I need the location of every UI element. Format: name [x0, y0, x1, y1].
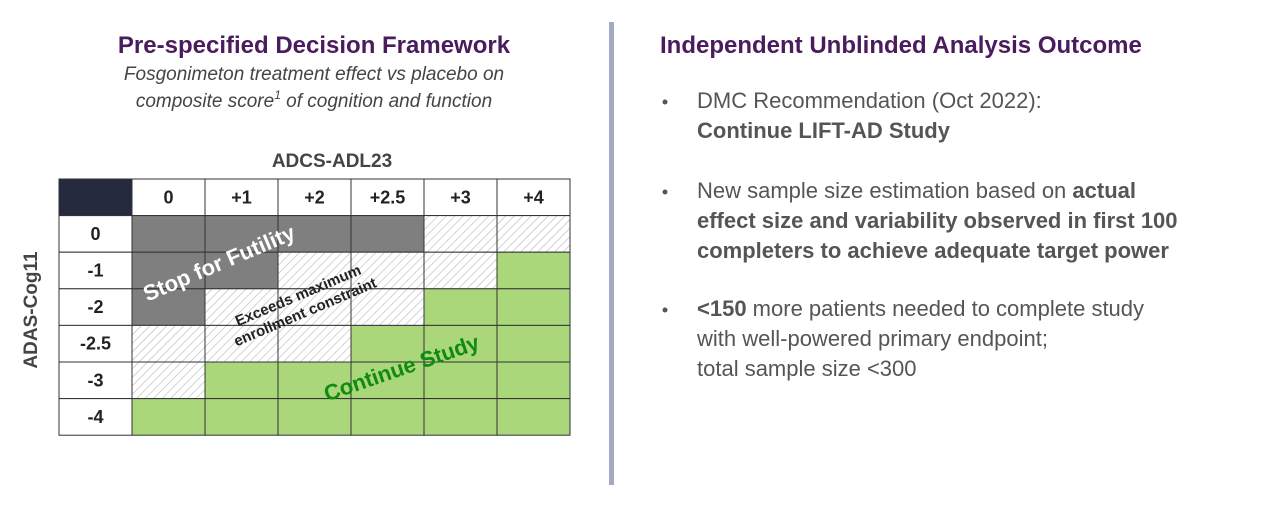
grid-cell	[496, 324, 571, 363]
grid-cell	[350, 324, 425, 363]
row-label: -4	[87, 407, 103, 427]
grid-cell	[350, 288, 425, 326]
grid-cell	[131, 398, 206, 436]
bullet-text: DMC Recommendation (Oct 2022):	[697, 88, 1042, 113]
row-label: -3	[87, 370, 103, 390]
bullet-text: New sample size estimation based on	[697, 178, 1072, 203]
row-axis-label: ADAS-Cog11	[21, 251, 42, 369]
right-title: Independent Unblinded Analysis Outcome	[660, 32, 1142, 59]
grid-cell	[277, 398, 352, 436]
grid-cell	[277, 324, 352, 363]
header-cell	[58, 251, 133, 290]
grid-cell	[131, 324, 206, 363]
grid-cell	[204, 361, 279, 400]
bullet-text: with well-powered primary endpoint;	[696, 326, 1048, 351]
grid-cell	[423, 398, 498, 436]
bullet-text: completers to achieve adequate target po…	[697, 238, 1169, 263]
grid-cell	[204, 288, 279, 326]
grid-cell	[277, 215, 352, 253]
grid-cell	[350, 361, 425, 400]
grid-cell	[277, 361, 352, 400]
grid-cell	[496, 361, 571, 400]
grid-cell	[277, 251, 352, 290]
divider	[609, 22, 614, 485]
column-label: +4	[523, 187, 544, 207]
decision-grid: 0 +1 +2 +2.5 +3 +4 0 -1 -2 -2.5 -3 -4	[58, 178, 571, 436]
grid-cell	[204, 324, 279, 363]
row-label: -2	[87, 297, 103, 317]
header-cell	[58, 398, 133, 436]
bullet-dot	[662, 307, 668, 313]
bullet-text: Continue LIFT-AD Study	[697, 118, 951, 143]
grid-cell	[423, 324, 498, 363]
grid-cell	[131, 361, 206, 400]
bullet-dot	[662, 189, 668, 195]
header-cell	[496, 178, 571, 217]
bullet-list: DMC Recommendation (Oct 2022): Continue L…	[662, 88, 1178, 381]
header-cell	[58, 288, 133, 326]
footnote: 1	[274, 88, 281, 102]
bullet-line: effect size and variability observed in …	[697, 208, 1178, 233]
bullet-text: actual	[1072, 178, 1136, 203]
left-title: Pre-specified Decision Framework	[118, 32, 511, 59]
grid-cell	[277, 288, 352, 326]
bullet-dot	[662, 99, 668, 105]
column-label: +2.5	[370, 187, 406, 207]
header-cell	[277, 178, 352, 217]
header-cell	[58, 215, 133, 253]
bullet-line: completers to achieve adequate target po…	[697, 238, 1169, 263]
grid-cell	[496, 251, 571, 290]
grid-cell	[496, 398, 571, 436]
grid-cell	[204, 398, 279, 436]
grid-cell	[423, 361, 498, 400]
bullet-line: <150 more patients needed to complete st…	[697, 296, 1144, 321]
column-label: +3	[450, 187, 471, 207]
grid-cell	[131, 215, 206, 253]
header-cell	[131, 178, 206, 217]
bullet-text: total sample size <300	[697, 356, 917, 381]
column-label: +2	[304, 187, 325, 207]
grid-cell	[131, 251, 206, 290]
subtitle-part: composite score	[136, 91, 274, 112]
subtitle-part: of cognition and function	[281, 91, 492, 112]
bullet-text: effect size and variability observed in …	[697, 208, 1178, 233]
bullet-text: more patients needed to complete study	[747, 296, 1144, 321]
grid-cell	[496, 288, 571, 326]
row-label: -2.5	[80, 334, 111, 354]
grid-cell	[423, 251, 498, 290]
row-label: 0	[90, 224, 100, 244]
grid-cell	[350, 215, 425, 253]
bullet-line: New sample size estimation based on actu…	[697, 178, 1136, 203]
column-axis-label: ADCS-ADL23	[272, 151, 392, 172]
bullet-line: with well-powered primary endpoint;	[696, 326, 1048, 351]
bullet-line: DMC Recommendation (Oct 2022):	[697, 88, 1042, 113]
subtitle: composite score1 of cognition and functi…	[136, 88, 492, 112]
column-label: 0	[163, 187, 173, 207]
grid-cell	[423, 215, 498, 253]
corner-cell	[58, 178, 133, 217]
grid-cell	[423, 288, 498, 326]
column-label: +1	[231, 187, 252, 207]
bullet-line: Continue LIFT-AD Study	[697, 118, 951, 143]
subtitle: Fosgonimeton treatment effect vs placebo…	[124, 64, 504, 85]
grid-cell	[350, 251, 425, 290]
bullet-text: <150	[697, 296, 747, 321]
grid-cell	[496, 215, 571, 253]
row-label: -1	[87, 261, 103, 281]
bullet-line: total sample size <300	[697, 356, 917, 381]
grid-cell	[350, 398, 425, 436]
